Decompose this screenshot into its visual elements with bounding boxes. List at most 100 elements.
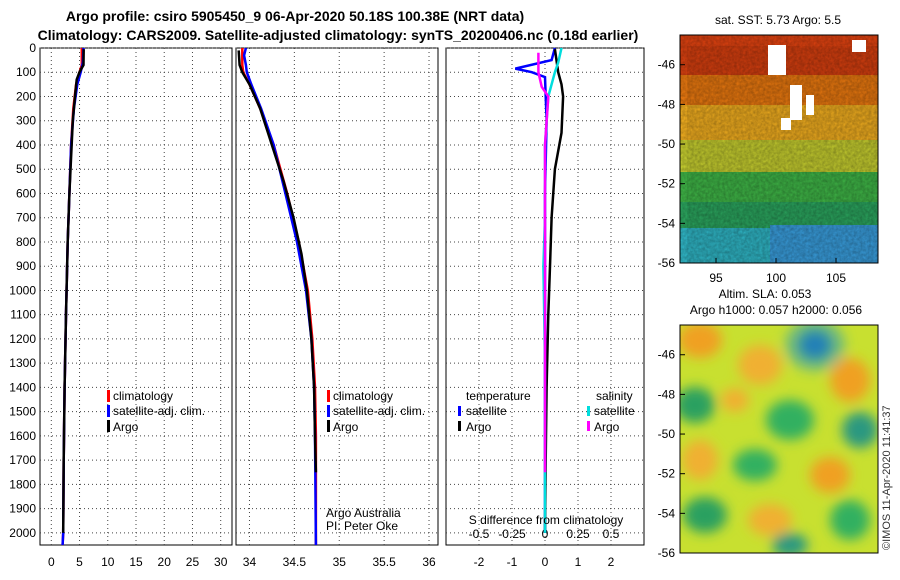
legend-label-argo: Argo: [113, 420, 139, 434]
sla-map-title-line1: Altim. SLA: 0.053: [719, 287, 812, 301]
lat-tick-label: -54: [658, 506, 676, 520]
x-tick-label: 20: [158, 555, 172, 569]
depth-tick-label: 500: [16, 162, 36, 176]
sla-map-panel: Altim. SLA: 0.053 Argo h1000: 0.057 h200…: [658, 287, 879, 560]
x-tick-label: 25: [186, 555, 200, 569]
depth-tick-label: 100: [16, 65, 36, 79]
temperature-panel: 0100200300400500600700800900100011001200…: [9, 41, 233, 569]
x-tick-label: 10: [101, 555, 115, 569]
depth-tick-label: 0: [29, 41, 36, 55]
depth-tick-label: 900: [16, 259, 36, 273]
imos-stamp: ©IMOS 11-Apr-2020 11:41:37: [881, 405, 893, 550]
legend-swatch-t-argo: [458, 421, 461, 431]
series-line-s-argo: [537, 52, 550, 473]
x-tick-label: 0: [48, 555, 55, 569]
lat-tick-label: -56: [658, 546, 676, 560]
s-diff-tick-label: 0.5: [603, 527, 620, 541]
salinity-series: [237, 47, 318, 546]
difference-panel: -2 -1 0 1 2 -0.5 -0.25 0 0.25 0.5 temperature sa…: [445, 47, 645, 569]
legend-label-s-satellite: satellite: [594, 404, 635, 418]
x-tick-label: 30: [214, 555, 228, 569]
salinity-panel: 34 34.5 35 35.5 36 climatology satellite-adj…: [235, 47, 439, 569]
legend-swatch-t-satellite: [458, 406, 461, 416]
depth-tick-label: 1900: [9, 502, 36, 516]
lat-tick-label: -56: [658, 256, 676, 270]
depth-tick-label: 800: [16, 235, 36, 249]
x-tick-label: -2: [474, 555, 485, 569]
x-tick-label: 2: [608, 555, 615, 569]
legend-swatch-climatology: [107, 390, 110, 402]
depth-tick-label: 300: [16, 114, 36, 128]
s-diff-tick-label: -0.5: [469, 527, 490, 541]
legend-swatch-argo: [327, 420, 330, 432]
temperature-difference-tick-labels: -2 -1 0 1 2: [474, 555, 615, 569]
legend-swatch-climatology: [327, 390, 330, 402]
depth-tick-label: 1100: [10, 308, 36, 322]
temperature-legend: climatology satellite-adj. clim. Argo: [107, 389, 205, 434]
x-tick-label: 35.5: [372, 555, 396, 569]
depth-tick-label: 1000: [9, 283, 36, 297]
legend-swatch-s-argo: [587, 421, 590, 431]
sla-heatmap: [680, 325, 878, 553]
x-tick-label: 36: [422, 555, 436, 569]
legend-title-salinity: salinity: [596, 389, 633, 403]
series-line-argo: [61, 49, 85, 533]
lat-tick-label: -50: [658, 427, 676, 441]
sst-map-panel: sat. SST: 5.73 Argo: 5.5 -46 -48 -50 -52 -54…: [658, 13, 879, 285]
series-line-argo: [237, 50, 318, 473]
lat-tick-label: -50: [658, 137, 676, 151]
legend-swatch-satellite-adj: [327, 405, 330, 417]
lon-tick-label: 95: [709, 271, 723, 285]
temperature-grid: [40, 47, 232, 545]
x-tick-label: 1: [575, 555, 582, 569]
temperature-series: [61, 47, 85, 546]
salinity-difference-tick-labels: -0.5 -0.25 0 0.25 0.5: [469, 527, 620, 541]
lon-tick-label: 100: [766, 271, 786, 285]
legend-label-argo: Argo: [333, 420, 359, 434]
lat-tick-label: -46: [658, 58, 676, 72]
lat-tick-label: -52: [658, 177, 676, 191]
legend-title-temperature: temperature: [466, 389, 531, 403]
sla-lat-ticks: -46 -48 -50 -52 -54 -56: [658, 348, 685, 560]
legend-label-t-satellite: satellite: [466, 404, 507, 418]
s-diff-tick-label: -0.25: [498, 527, 526, 541]
figure-title-line1: Argo profile: csiro 5905450_9 06-Apr-202…: [66, 8, 524, 24]
sla-map-frame: [679, 324, 879, 554]
depth-tick-label: 200: [16, 89, 36, 103]
legend-label-climatology: climatology: [113, 389, 173, 403]
legend-label-climatology: climatology: [333, 389, 393, 403]
lat-tick-label: -54: [658, 216, 676, 230]
depth-tick-label: 1200: [9, 332, 36, 346]
x-tick-label: 34: [243, 555, 257, 569]
sst-lon-ticks: 95 100 105: [709, 258, 846, 285]
x-tick-label: -1: [507, 555, 518, 569]
difference-series: [515, 47, 565, 533]
legend-swatch-satellite-adj: [107, 405, 110, 417]
difference-grid: [446, 47, 644, 545]
difference-legend: temperature satellite Argo salinity sate…: [458, 389, 635, 434]
lat-tick-label: -48: [658, 97, 676, 111]
lat-tick-label: -52: [658, 467, 676, 481]
figure-title-line2: Climatology: CARS2009. Satellite-adjuste…: [38, 27, 639, 43]
lon-tick-label: 105: [826, 271, 846, 285]
x-tick-label: 35: [333, 555, 347, 569]
x-tick-label: 15: [129, 555, 143, 569]
x-tick-label: 5: [76, 555, 83, 569]
legend-swatch-s-satellite: [587, 406, 590, 416]
depth-tick-label: 700: [16, 211, 36, 225]
temperature-tick-labels: 0 5 10 15 20 25 30: [48, 555, 228, 569]
sst-lat-ticks: -46 -48 -50 -52 -54 -56: [658, 58, 685, 270]
salinity-legend: climatology satellite-adj. clim. Argo: [327, 389, 425, 434]
sst-heatmap: [680, 35, 878, 263]
s-difference-axis-label: S difference from climatology: [469, 513, 624, 527]
depth-tick-label: 400: [16, 138, 36, 152]
depth-tick-labels: 0 100 200 300 400 500 600 700 800 900 1000 1100 1200…: [9, 41, 36, 540]
legend-label-t-argo: Argo: [466, 420, 492, 434]
x-tick-label: 0: [542, 555, 549, 569]
legend-label-s-argo: Argo: [594, 420, 620, 434]
legend-swatch-argo: [107, 420, 110, 432]
salinity-tick-labels: 34 34.5 35 35.5 36: [243, 555, 436, 569]
depth-tick-label: 600: [16, 186, 36, 200]
credit-pi: PI: Peter Oke: [326, 519, 398, 533]
